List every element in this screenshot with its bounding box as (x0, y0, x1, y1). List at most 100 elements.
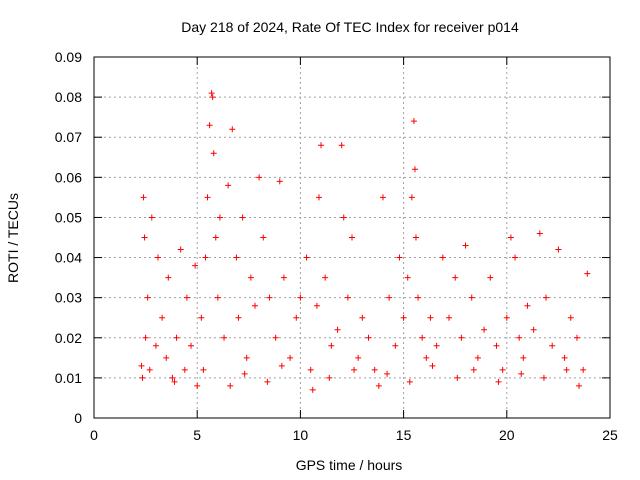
data-point (138, 362, 145, 369)
data-point (247, 274, 254, 281)
data-point (181, 366, 188, 373)
data-point (446, 314, 453, 321)
data-point (452, 274, 459, 281)
data-point (154, 254, 161, 261)
data-point (293, 314, 300, 321)
data-point (439, 254, 446, 261)
data-point (210, 150, 217, 157)
data-point (507, 234, 514, 241)
data-point (251, 302, 258, 309)
data-point (530, 326, 537, 333)
data-point (540, 374, 547, 381)
data-point (227, 382, 234, 389)
data-point (313, 302, 320, 309)
data-point (563, 366, 570, 373)
x-tick-label: 10 (293, 427, 309, 443)
data-point (318, 142, 325, 149)
data-point (188, 342, 195, 349)
data-point (315, 194, 322, 201)
data-point (221, 334, 228, 341)
data-point (142, 334, 149, 341)
data-point (260, 234, 267, 241)
data-point (202, 254, 209, 261)
data-point (287, 354, 294, 361)
data-point (410, 118, 417, 125)
data-point (307, 366, 314, 373)
data-point (536, 230, 543, 237)
data-point (204, 194, 211, 201)
data-point (549, 342, 556, 349)
data-point (148, 214, 155, 221)
data-point (375, 382, 382, 389)
data-point (326, 374, 333, 381)
data-point (386, 294, 393, 301)
data-points (138, 90, 591, 393)
data-point (561, 354, 568, 361)
y-tick-label: 0.06 (55, 169, 82, 185)
data-point (192, 262, 199, 269)
data-point (146, 366, 153, 373)
data-point (349, 234, 355, 241)
data-point (520, 354, 527, 361)
data-point (524, 302, 531, 309)
data-point (243, 354, 250, 361)
data-point (334, 326, 341, 333)
data-point (462, 242, 469, 249)
data-point (404, 274, 411, 281)
data-point (256, 174, 263, 181)
data-point (384, 370, 391, 377)
y-tick-label: 0.03 (55, 290, 82, 306)
data-point (379, 194, 386, 201)
data-point (159, 314, 166, 321)
data-point (214, 294, 221, 301)
data-point (276, 178, 283, 185)
data-point (235, 314, 242, 321)
data-point (487, 274, 494, 281)
data-point (355, 354, 362, 361)
data-point (493, 342, 500, 349)
data-point (171, 378, 178, 385)
data-point (423, 354, 430, 361)
y-tick-label: 0.02 (55, 330, 82, 346)
data-point (194, 382, 201, 389)
data-point (278, 362, 285, 369)
y-tick-label: 0.04 (55, 250, 82, 266)
data-point (351, 366, 358, 373)
data-point (264, 378, 271, 385)
x-axis-label: GPS time / hours (296, 457, 403, 473)
data-point (233, 254, 240, 261)
data-point (141, 234, 148, 241)
data-point (340, 214, 347, 221)
plot-frame (93, 56, 611, 419)
data-point (474, 354, 481, 361)
data-point (309, 386, 316, 393)
data-point (322, 274, 329, 281)
y-tick-label: 0.05 (55, 209, 82, 225)
data-point (297, 294, 304, 301)
x-tick-label: 25 (602, 427, 618, 443)
data-point (573, 334, 580, 341)
y-tick-label: 0.09 (55, 49, 82, 65)
data-point (280, 274, 287, 281)
data-point (163, 354, 170, 361)
data-point (543, 294, 550, 301)
data-point (518, 370, 525, 377)
data-point (365, 334, 372, 341)
y-tick-label: 0 (74, 410, 82, 426)
data-point (584, 270, 591, 277)
x-tick-label: 20 (499, 427, 515, 443)
data-point (165, 274, 172, 281)
data-point (400, 314, 407, 321)
data-point (576, 382, 583, 389)
x-tick-label: 0 (90, 427, 98, 443)
data-point (200, 366, 207, 373)
data-point (495, 378, 502, 385)
data-point (481, 326, 488, 333)
data-point (470, 366, 477, 373)
data-point (580, 366, 587, 373)
data-point (140, 194, 147, 201)
data-point (206, 122, 213, 129)
data-point (567, 314, 574, 321)
data-point (328, 342, 335, 349)
